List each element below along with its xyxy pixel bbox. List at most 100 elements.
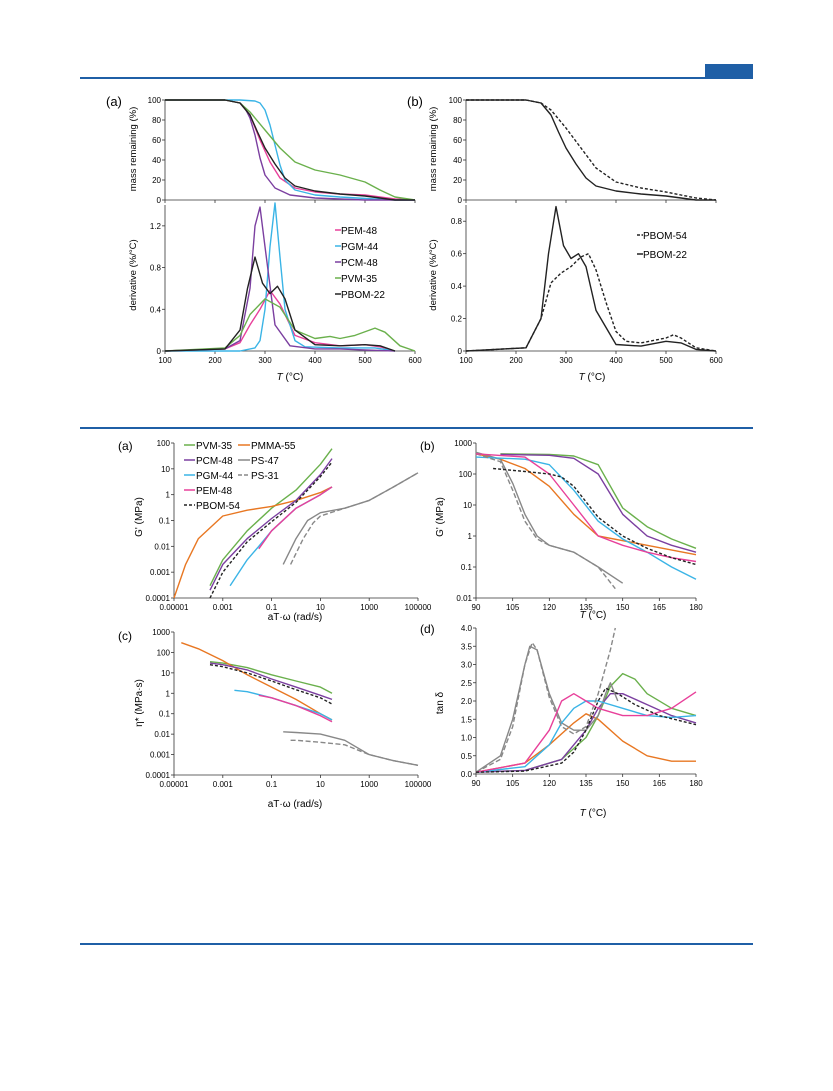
x-tick-label: 120 xyxy=(543,603,557,612)
fig1b-legend-pbom22: PBOM-22 xyxy=(643,250,687,261)
x-tick-label: 135 xyxy=(579,603,593,612)
series-line-pbom-22 xyxy=(466,99,716,201)
y-tick-label: 20 xyxy=(453,176,462,185)
series-line-pbom-54 xyxy=(493,467,697,566)
fig2a-legend: PVM-35 PMMA-55 PCM-48 PS-47 PGM-44 PS-31… xyxy=(184,441,296,512)
y-tick-label: 3.0 xyxy=(461,661,473,670)
series-line-pbom-22 xyxy=(465,205,717,352)
fig2c-plot: 0.0001 0.001 0.01 0.1 1 10 100 1000 0.00001 0.001… xyxy=(146,628,432,789)
y-tick-label: 0 xyxy=(157,347,162,356)
y-tick-label: 10 xyxy=(463,501,472,510)
y-tick-label: 100 xyxy=(449,96,463,105)
series-line-pcm-48 xyxy=(209,458,333,591)
series-line-pem-48 xyxy=(258,694,333,723)
fig2-legend-ps47: PS-47 xyxy=(251,456,279,467)
series-line-pem-48 xyxy=(475,453,697,563)
fig2d-plot: 0.0 0.5 1.0 1.5 2.0 2.5 3.0 3.5 4.0 90 105 120 135 15… xyxy=(461,624,703,788)
fig2c-ylabel: η* (MPa·s) xyxy=(134,679,145,727)
y-tick-label: 0.4 xyxy=(150,305,162,314)
fig2-legend-pbom54: PBOM-54 xyxy=(196,501,240,512)
fig2-panel-a-label: (a) xyxy=(118,439,133,453)
series-line-pvm-35 xyxy=(164,298,416,352)
y-tick-label: 0.001 xyxy=(150,751,171,760)
series-line-pbom-54 xyxy=(475,687,697,773)
y-tick-label: 80 xyxy=(453,116,462,125)
x-tick-label: 150 xyxy=(616,603,630,612)
x-tick-label: 100 xyxy=(158,356,172,365)
x-tick-label: 0.1 xyxy=(266,780,278,789)
series-line-ps-47 xyxy=(283,731,419,766)
y-tick-label: 0.1 xyxy=(461,563,473,572)
fig2-legend-pgm44: PGM-44 xyxy=(196,471,234,482)
fig1-panel-a-label: (a) xyxy=(106,94,122,109)
fig1a-upper-ylabel: mass remaining (%) xyxy=(128,107,139,191)
series-line-pcm-48 xyxy=(475,693,697,773)
y-tick-label: 60 xyxy=(453,136,462,145)
x-tick-label: 400 xyxy=(308,356,322,365)
x-tick-label: 120 xyxy=(543,779,557,788)
y-tick-label: 0.2 xyxy=(451,315,463,324)
header-tab xyxy=(705,64,753,77)
fig2c-xlabel: aT·ω (rad/s) xyxy=(268,799,322,810)
fig1b-upper-ylabel: mass remaining (%) xyxy=(428,107,439,191)
x-tick-label: 135 xyxy=(579,779,593,788)
fig1b-upper-plot: 0 20 40 60 80 100 xyxy=(449,96,717,205)
series-line-pbom-54 xyxy=(209,664,333,705)
y-tick-label: 0.01 xyxy=(456,594,472,603)
y-tick-label: 0.5 xyxy=(461,752,473,761)
series-line-ps-47 xyxy=(282,472,419,565)
figure-separator-rule xyxy=(80,427,753,429)
x-tick-label: 500 xyxy=(659,356,673,365)
y-tick-label: 4.0 xyxy=(461,624,473,633)
x-tick-label: 600 xyxy=(408,356,422,365)
y-tick-label: 0.6 xyxy=(451,250,463,259)
fig1a-legend-pvm35: PVM-35 xyxy=(341,274,378,285)
series-line-pcm-48 xyxy=(209,662,333,701)
y-tick-label: 1 xyxy=(166,491,171,500)
fig1a-lower-plot: 0 0.4 0.8 1.2 100 200 300 400 500 600 xyxy=(150,202,422,365)
y-tick-label: 10 xyxy=(161,465,170,474)
fig1a-lower-ylabel: derivative (%/°C) xyxy=(128,239,139,310)
series-line-pgm-44 xyxy=(475,456,697,580)
fig1b-lower-ylabel: derivative (%/°C) xyxy=(428,239,439,310)
y-tick-label: 1.2 xyxy=(150,222,162,231)
x-tick-label: 10 xyxy=(316,603,325,612)
series-line-pbom-22 xyxy=(164,256,396,352)
y-tick-label: 0.01 xyxy=(154,730,170,739)
series-line-pvm-35 xyxy=(209,448,333,587)
x-tick-label: 165 xyxy=(653,779,667,788)
y-tick-label: 0 xyxy=(458,196,463,205)
y-tick-label: 0.01 xyxy=(154,542,170,551)
y-tick-label: 0 xyxy=(458,347,463,356)
fig1a-legend-pbom22: PBOM-22 xyxy=(341,290,385,301)
fig2-legend-ps31: PS-31 xyxy=(251,471,279,482)
header-rule xyxy=(80,77,753,79)
fig1b-lower-plot: 0 0.2 0.4 0.6 0.8 100 200 300 400 500 600 xyxy=(451,205,723,365)
fig1a-legend-pgm44: PGM-44 xyxy=(341,242,379,253)
series-line-pcm-48 xyxy=(500,453,697,553)
fig2-panel-d-label: (d) xyxy=(420,622,435,636)
y-tick-label: 0.8 xyxy=(451,217,463,226)
fig1-panel-b-label: (b) xyxy=(407,94,423,109)
fig1a-xlabel: T (°C) xyxy=(277,372,304,383)
x-tick-label: 180 xyxy=(689,779,703,788)
series-line-pmma-55 xyxy=(475,713,696,773)
y-tick-label: 0.0001 xyxy=(146,771,171,780)
series-line-ps-47 xyxy=(475,645,619,773)
y-tick-label: 60 xyxy=(152,136,161,145)
y-tick-label: 1 xyxy=(468,532,473,541)
y-tick-label: 3.5 xyxy=(461,642,473,651)
fig2b-ylabel: G' (MPa) xyxy=(435,497,446,537)
y-tick-label: 1000 xyxy=(454,439,472,448)
x-tick-label: 1000 xyxy=(360,603,378,612)
x-tick-label: 200 xyxy=(208,356,222,365)
x-tick-label: 400 xyxy=(609,356,623,365)
y-tick-label: 0.001 xyxy=(150,568,171,577)
fig2-legend-pem48: PEM-48 xyxy=(196,486,233,497)
x-tick-label: 600 xyxy=(709,356,723,365)
series-line-ps-31 xyxy=(475,627,616,773)
series-line-pgm-44 xyxy=(165,99,415,201)
y-tick-label: 40 xyxy=(152,156,161,165)
y-tick-label: 100 xyxy=(459,470,473,479)
series-line-pmma-55 xyxy=(475,453,697,556)
